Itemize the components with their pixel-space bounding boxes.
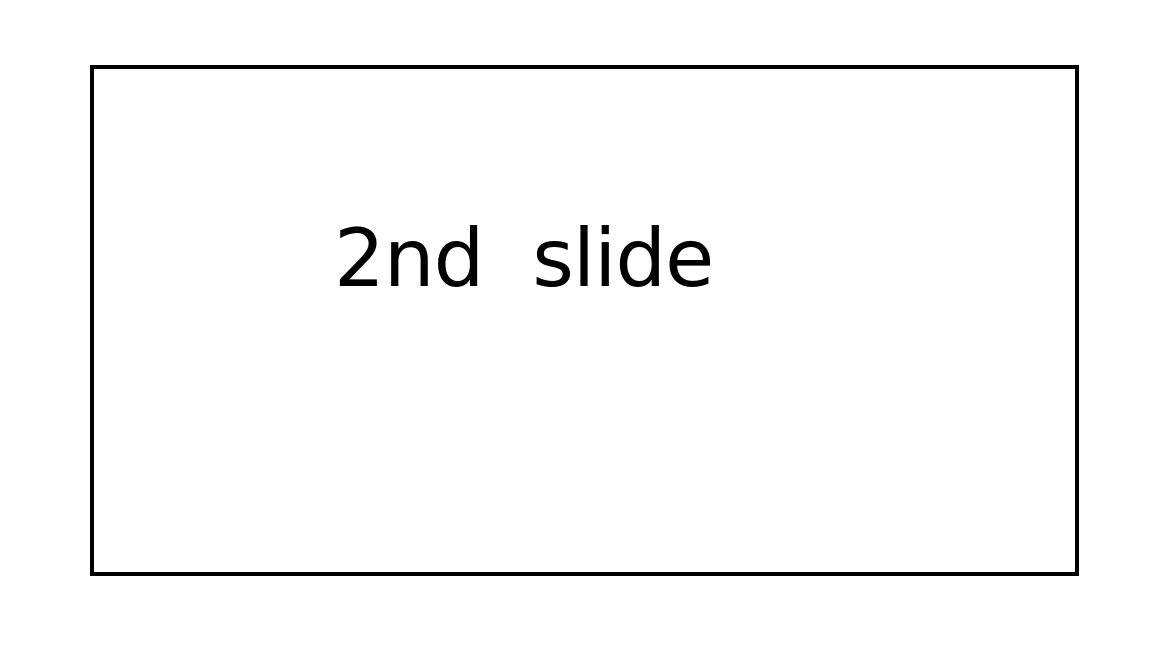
slide-frame: 2nd slide xyxy=(90,65,1079,576)
slide-text: 2nd slide xyxy=(334,212,714,305)
